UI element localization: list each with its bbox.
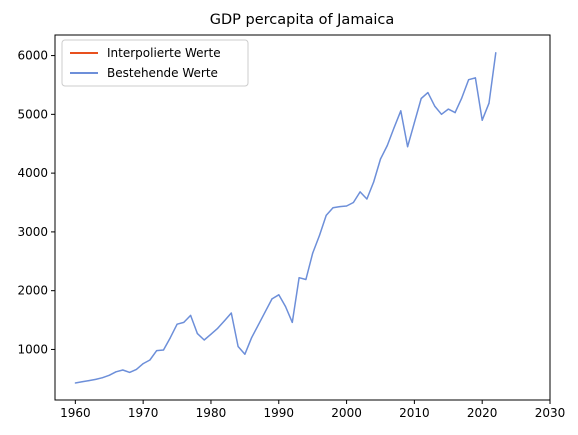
data-point [95,378,97,380]
x-tick-label: 2010 [399,406,430,420]
data-point [318,234,321,236]
data-point [257,324,259,326]
data-point [461,97,463,99]
x-tick-label: 1980 [196,406,227,420]
y-tick-label: 5000 [17,107,48,121]
data-point [196,333,198,335]
data-point [115,371,117,373]
legend-label: Interpolierte Werte [107,46,221,60]
data-point [291,321,293,323]
x-axis: 1960 1970 1980 1990 2000 2010 2020 2030 [60,400,565,420]
x-tick-label: 2000 [331,406,362,420]
data-point [339,206,341,208]
data-point [230,312,232,314]
data-point [203,339,205,341]
data-point [81,381,83,383]
y-axis: 1000 2000 3000 4000 5000 6000 [17,49,55,356]
y-tick-label: 6000 [17,49,48,63]
x-tick-label: 1990 [263,406,294,420]
y-tick-label: 2000 [17,284,48,298]
data-point [217,327,219,329]
data-point [156,350,158,352]
data-point [427,92,429,94]
data-point [407,146,409,148]
data-point [271,298,273,300]
data-point [373,181,375,183]
chart-title: GDP percapita of Jamaica [210,12,394,28]
data-point [135,368,137,370]
data-point [332,207,334,209]
data-point [284,305,287,308]
data-point [122,369,124,371]
data-point [149,359,151,361]
data-point [325,214,327,216]
data-point [413,122,415,124]
data-point [190,314,192,316]
data-point [379,158,382,160]
data-point [386,144,388,147]
x-tick-label: 1960 [60,406,91,420]
data-point [447,108,449,110]
data-point [352,201,354,204]
data-point [393,127,395,129]
data-point [176,323,178,325]
plot-area [54,34,551,401]
data-point [474,77,476,79]
data-point [223,320,226,322]
data-point [312,252,314,254]
data-point [468,79,470,81]
legend-box [61,39,249,87]
x-tick-label: 2030 [535,406,566,420]
series-lines [74,52,497,384]
data-point [298,277,300,279]
x-tick-label: 1970 [128,406,159,420]
data-point [488,102,490,104]
data-point [346,205,348,207]
data-point [440,113,443,115]
data-point [244,353,246,355]
y-tick-label: 1000 [17,342,48,356]
data-point [278,294,280,296]
y-tick-label: 3000 [17,225,48,239]
data-point [169,337,171,339]
data-point [237,345,239,348]
x-tick-label: 2020 [467,406,498,420]
data-point [264,311,266,313]
data-point [210,333,212,335]
data-point [305,278,307,281]
data-point [142,363,144,365]
data-point [251,337,253,339]
legend: Interpolierte Werte Bestehende Werte [61,39,249,87]
data-point [481,119,483,121]
data-point [359,191,361,193]
legend-label: Bestehende Werte [107,66,218,80]
data-point [88,380,90,382]
data-point [434,105,436,107]
data-point [495,52,497,54]
data-point [162,349,165,351]
data-point [74,382,76,384]
data-point [454,112,456,114]
data-point [129,371,131,373]
data-point [183,321,185,323]
data-point [101,377,104,379]
data-point [108,374,110,376]
data-point [366,198,368,200]
data-point [400,110,402,112]
data-point [420,97,422,100]
y-tick-label: 4000 [17,166,48,180]
